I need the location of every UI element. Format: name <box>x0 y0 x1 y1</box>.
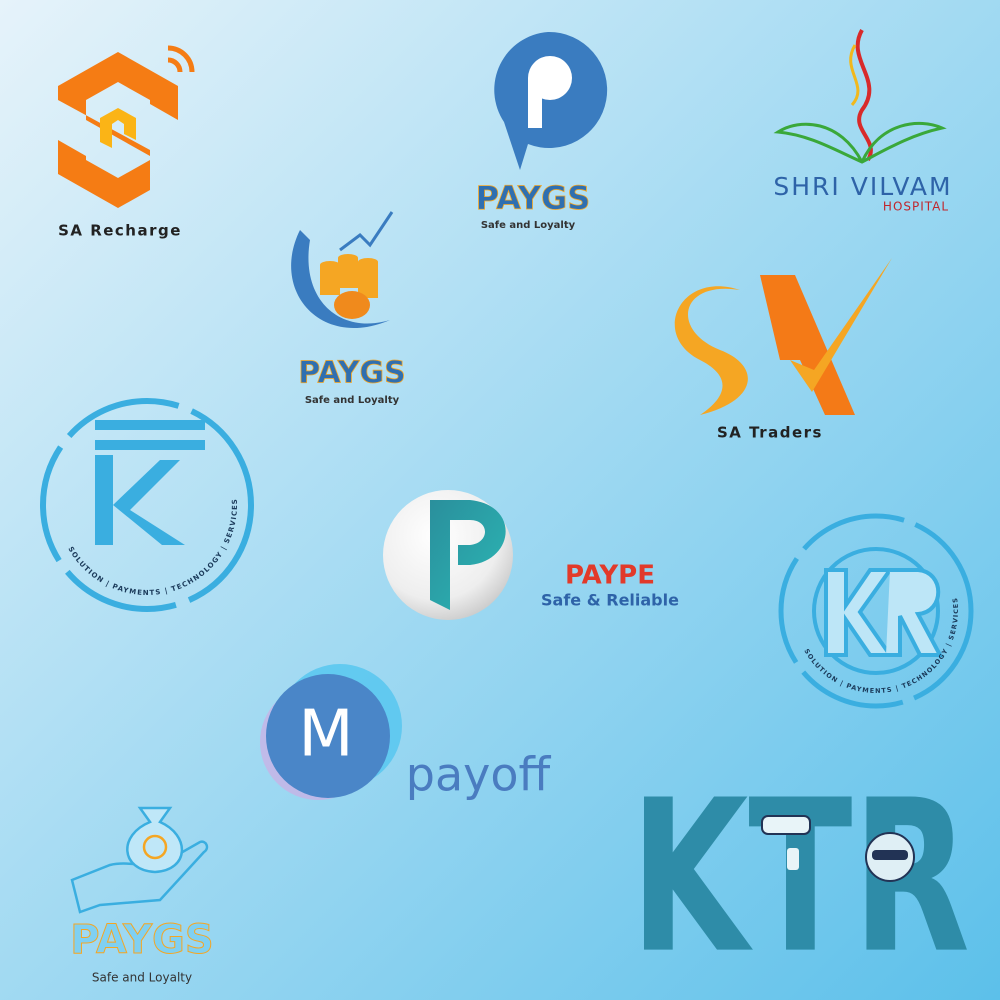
shri-vilvam-logo: SHRI VILVAM HOSPITAL <box>773 29 952 214</box>
paygs-top-logo: PAYGS Safe and Loyalty <box>475 31 608 231</box>
robot-visor <box>872 850 908 860</box>
flame-inner <box>849 44 860 107</box>
circle-front <box>266 674 390 798</box>
logo-name: SA Traders <box>717 424 823 442</box>
a-letter <box>760 275 855 415</box>
leaves <box>773 121 947 164</box>
sa-traders-logo: SA Traders <box>674 258 892 442</box>
hexagon-s <box>58 52 178 208</box>
p-stem <box>528 78 542 128</box>
line1: SHRI VILVAM <box>773 172 952 201</box>
k-shape <box>824 568 894 657</box>
robot-eyes <box>761 815 811 835</box>
brand: PAYGS <box>476 179 591 217</box>
tagline: Safe and Loyalty <box>305 395 400 406</box>
inner-ring <box>812 547 940 675</box>
bubble <box>494 31 608 170</box>
initial: M <box>298 698 353 772</box>
line2: HOSPITAL <box>883 200 949 214</box>
inner-a <box>100 108 136 148</box>
ktr-logo: KTR <box>630 755 970 1000</box>
money-bag <box>126 806 184 874</box>
ring <box>778 513 974 709</box>
p-mark <box>430 500 506 610</box>
brand: PAYGS <box>70 917 213 963</box>
hand <box>70 840 209 914</box>
ring <box>40 398 254 612</box>
money-bag <box>334 291 370 319</box>
brand: PAYGS <box>298 356 406 391</box>
trend-arrow <box>339 211 394 252</box>
swoosh <box>291 230 390 328</box>
tagline: Safe and Loyalty <box>481 220 576 231</box>
k-stem <box>95 455 113 545</box>
r-shape <box>886 568 944 657</box>
s-letter <box>674 286 748 415</box>
k-arms <box>113 460 185 545</box>
paygs-middle-logo: PAYGS Safe and Loyalty <box>291 211 406 406</box>
coin <box>142 834 168 860</box>
rupee-bar <box>95 440 205 450</box>
brand: PAYPE <box>565 561 655 591</box>
sa-recharge-logo: SA Recharge <box>58 45 195 240</box>
tagline: Safe and Loyalty <box>92 971 192 985</box>
rupee-bar <box>95 420 205 430</box>
paype-logo: PAYPE Safe & Reliable <box>383 490 679 620</box>
logo-name: SA Recharge <box>58 222 182 240</box>
brand: payoff <box>406 748 552 802</box>
brand: KTR <box>630 755 970 1000</box>
tagline: Safe & Reliable <box>541 591 679 610</box>
coins <box>320 254 378 298</box>
flame <box>855 29 873 162</box>
robot-slot <box>787 848 799 870</box>
payoff-logo: M payoff <box>260 664 552 802</box>
wifi <box>167 45 195 73</box>
paygs-bottom-logo: PAYGS Safe and Loyalty <box>70 806 214 985</box>
